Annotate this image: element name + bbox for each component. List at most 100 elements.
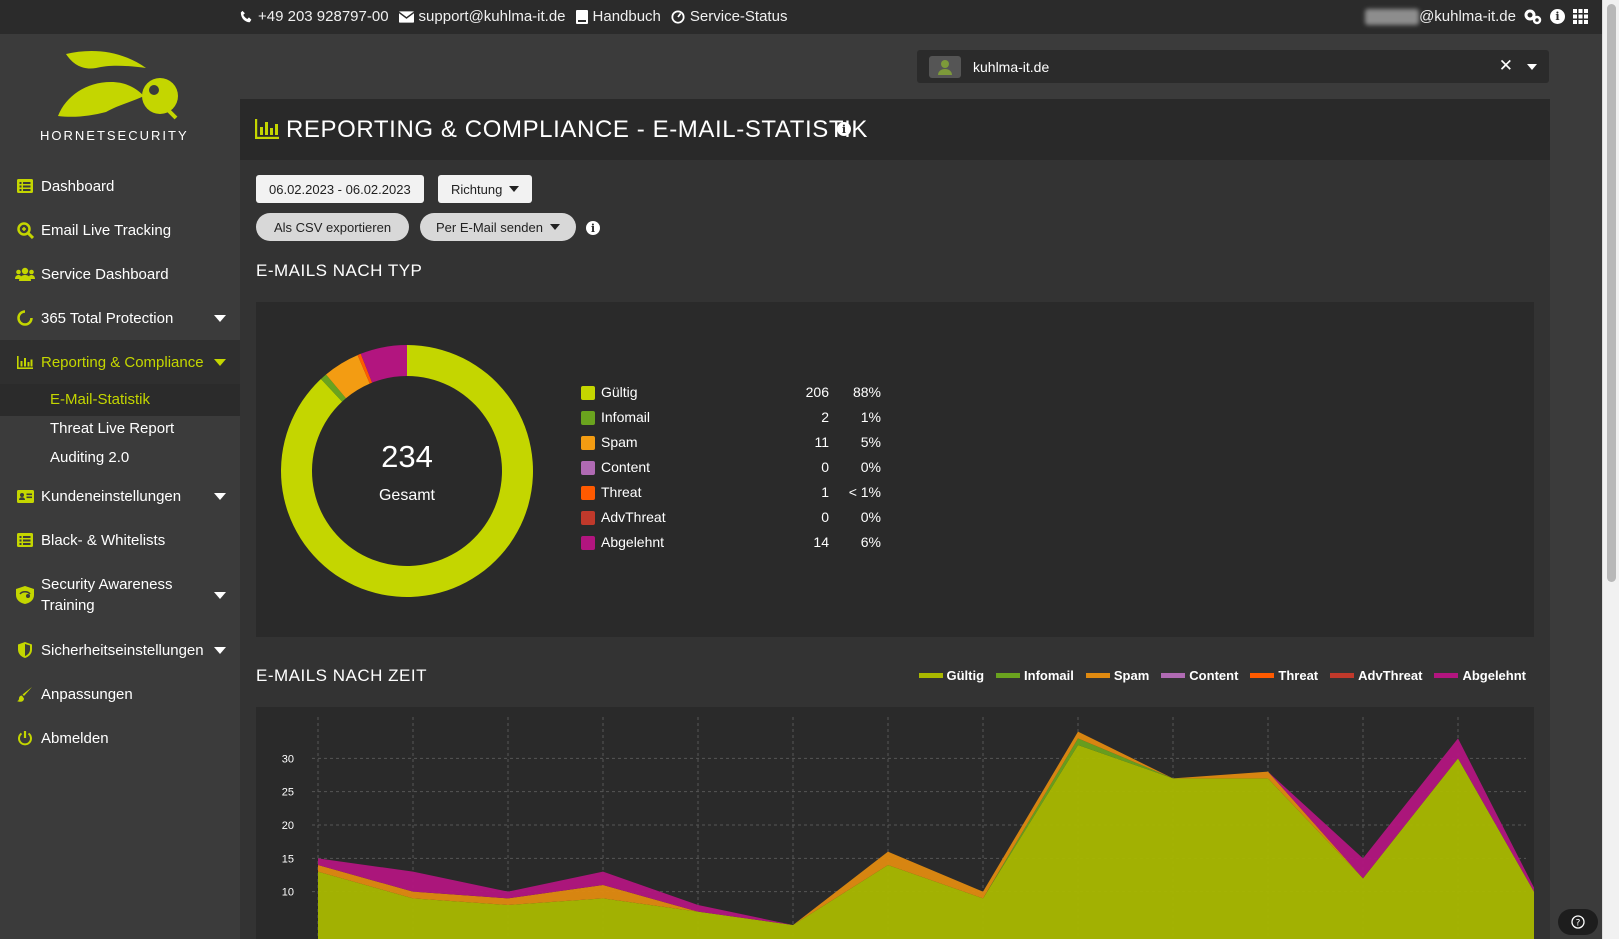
y-tick-label: 30 [282, 753, 294, 765]
legend-count: 14 [813, 534, 829, 550]
legend-swatch [581, 536, 595, 550]
time-legend-item-advthreat[interactable]: AdvThreat [1330, 668, 1422, 683]
time-legend-item-infomail[interactable]: Infomail [996, 668, 1074, 683]
legend-count: 1 [821, 484, 829, 500]
power-icon [14, 728, 36, 748]
donut-slice-abgelehnt[interactable] [360, 345, 407, 383]
legend-percent: 6% [860, 534, 881, 550]
question-icon: ? [1571, 915, 1585, 929]
book-icon [575, 9, 588, 24]
export-csv-label: Als CSV exportieren [274, 219, 392, 235]
sidebar-item-email-live-tracking[interactable]: Email Live Tracking [0, 208, 240, 252]
donut-slice-threat[interactable] [357, 353, 373, 384]
chevron-down-icon [214, 314, 226, 322]
chevron-down-icon [509, 186, 520, 192]
info-icon[interactable]: i [1550, 9, 1565, 25]
date-range-picker[interactable]: 06.02.2023 - 06.02.2023 [256, 175, 424, 203]
y-tick-label: 25 [282, 787, 294, 799]
search-zoom-icon [14, 220, 36, 240]
manual-text: Handbuch [592, 8, 661, 25]
sidebar-item-black-whitelists[interactable]: Black- & Whitelists [0, 518, 240, 562]
time-legend-item-spam[interactable]: Spam [1085, 668, 1149, 683]
legend-count: 0 [821, 459, 829, 475]
manual-link[interactable]: Handbuch [575, 8, 661, 25]
date-range-text: 06.02.2023 - 06.02.2023 [269, 181, 411, 197]
sidebar-subitem-email-statistik[interactable]: E-Mail-Statistik [0, 384, 240, 416]
time-legend-item-threat[interactable]: Threat [1250, 668, 1318, 683]
legend-label: AdvThreat [1358, 668, 1423, 683]
dropdown-caret-icon[interactable] [1527, 64, 1537, 70]
send-email-dropdown-button[interactable]: Per E-Mail senden [420, 213, 576, 241]
shield-hornet-icon [14, 585, 36, 605]
info-icon[interactable]: i [586, 221, 600, 235]
sidebar-item-label: Dashboard [41, 177, 115, 195]
send-email-label: Per E-Mail senden [436, 219, 543, 235]
time-legend-item-gültig[interactable]: Gültig [918, 668, 984, 683]
page-scrollbar[interactable] [1602, 0, 1619, 939]
area-series-gültig[interactable] [318, 745, 1534, 939]
sidebar-item-365-total-protection[interactable]: 365 Total Protection [0, 296, 240, 340]
sidebar-item-anpassungen[interactable]: Anpassungen [0, 672, 240, 716]
section-title-time: E-MAILS NACH ZEIT [256, 666, 427, 685]
legend-percent: 0% [860, 459, 881, 475]
clear-selection-icon[interactable]: ✕ [1498, 56, 1513, 75]
apps-grid-icon[interactable] [1573, 9, 1588, 25]
support-email-text: support@kuhlma-it.de [418, 8, 566, 25]
time-legend-item-content[interactable]: Content [1161, 668, 1238, 683]
legend-swatch [581, 436, 595, 450]
donut-total-value: 234 [381, 439, 433, 474]
legend-label: Abgelehnt [601, 534, 665, 550]
sidebar-item-security-awareness-training[interactable]: Security Awareness Training [0, 562, 240, 628]
brand-wordmark: HORNETSECURITY [40, 128, 189, 143]
sidebar-item-dashboard[interactable]: Dashboard [0, 164, 240, 208]
shield-icon [14, 640, 36, 660]
sidebar-subitem-threat-live-report[interactable]: Threat Live Report [0, 416, 240, 445]
phone-link[interactable]: +49 203 928797-00 [240, 8, 389, 25]
time-legend: Gültig Infomail Spam Content Threat AdvThreat… [918, 668, 1526, 683]
sidebar-item-sicherheitseinstellungen[interactable]: Sicherheitseinstellungen [0, 628, 240, 672]
chevron-down-icon [549, 224, 560, 230]
direction-dropdown[interactable]: Richtung [438, 175, 533, 203]
legend-swatch [581, 411, 595, 425]
legend-row-abgelehnt: Abgelehnt 14 6% [581, 534, 881, 554]
legend-swatch [581, 461, 595, 475]
legend-count: 2 [821, 409, 829, 425]
export-csv-button[interactable]: Als CSV exportieren [256, 213, 410, 241]
sidebar-item-label: Abmelden [41, 729, 109, 747]
y-tick-label: 15 [282, 853, 294, 865]
phone-icon [240, 10, 252, 23]
legend-swatch [581, 386, 595, 400]
donut-slice-infomail[interactable] [320, 374, 346, 402]
legend-label: Content [601, 459, 651, 475]
hornetsecurity-logo[interactable]: HORNETSECURITY [36, 46, 206, 146]
direction-label: Richtung [451, 181, 503, 197]
customer-select[interactable]: kuhlma-it.de ✕ [917, 50, 1549, 83]
legend-swatch [918, 673, 943, 678]
id-card-icon [14, 486, 36, 506]
sidebar-item-kundeneinstellungen[interactable]: Kundeneinstellungen [0, 474, 240, 518]
sidebar-item-service-dashboard[interactable]: Service Dashboard [0, 252, 240, 296]
settings-icon[interactable] [1524, 9, 1542, 25]
legend-percent: 1% [860, 409, 881, 425]
donut-slice-spam[interactable] [326, 355, 370, 399]
circle-notch-icon [14, 308, 36, 328]
sidebar-item-reporting-compliance[interactable]: Reporting & Compliance [0, 340, 240, 384]
help-button[interactable]: ? [1558, 909, 1598, 935]
info-icon[interactable]: i [837, 122, 851, 136]
blurred-username [1365, 9, 1420, 26]
scrollbar-thumb[interactable] [1607, 4, 1616, 582]
sidebar-item-label: Reporting & Compliance [41, 353, 204, 371]
support-email-link[interactable]: support@kuhlma-it.de [398, 8, 566, 25]
legend-label: Spam [601, 434, 638, 450]
sidebar-subitem-auditing[interactable]: Auditing 2.0 [0, 445, 240, 474]
legend-swatch [1330, 673, 1355, 678]
sidebar-item-abmelden[interactable]: Abmelden [0, 716, 240, 760]
user-account[interactable]: @kuhlma-it.de [1365, 8, 1516, 26]
y-tick-label: 10 [282, 887, 294, 899]
sidebar-item-label: Black- & Whitelists [41, 531, 166, 549]
users-icon [14, 264, 36, 284]
service-status-link[interactable]: Service-Status [671, 8, 787, 25]
legend-label: Threat [601, 484, 642, 500]
time-legend-item-abgelehnt[interactable]: Abgelehnt [1434, 668, 1526, 683]
legend-row-advthreat: AdvThreat 0 0% [581, 509, 881, 529]
